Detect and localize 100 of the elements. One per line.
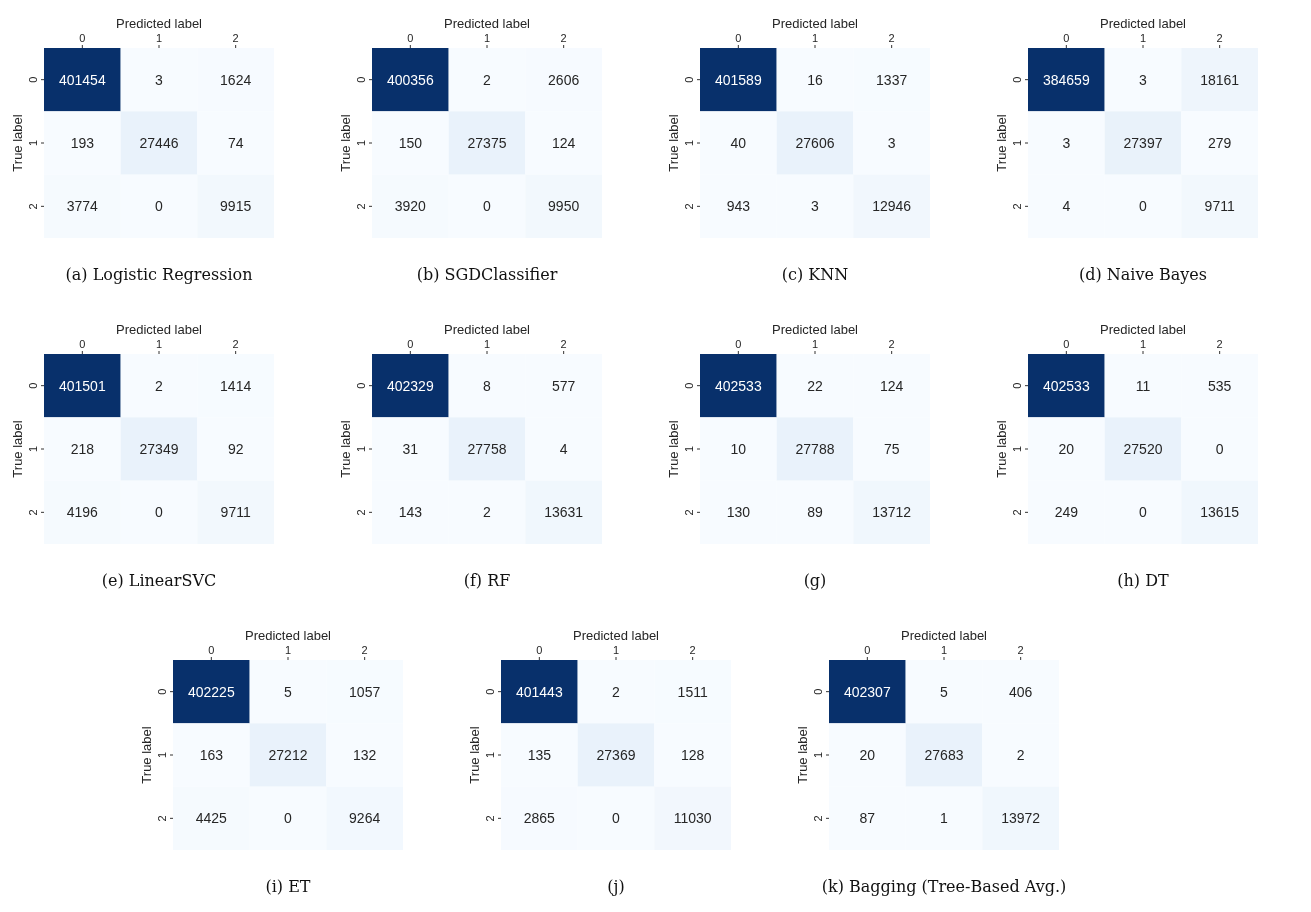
y-tick-label: 2 (355, 509, 367, 516)
x-tick-label: 2 (1216, 32, 1223, 44)
text: (c) KNN (781, 265, 849, 284)
data-label: 124 (879, 377, 904, 394)
data-label: 0 (1139, 198, 1148, 215)
text: (d) Naive Bayes (1078, 265, 1208, 284)
y-axis-title: True label (338, 114, 353, 172)
data-label: 40 (730, 134, 747, 151)
data-label: 89 (807, 504, 823, 521)
y-axis-title: True label (10, 114, 25, 172)
data-label: 0 (1139, 504, 1148, 521)
data-label: 31 (402, 440, 419, 457)
text: (b) SGDClassifier (416, 265, 558, 284)
data-label: 75 (883, 440, 900, 457)
y-tick-label: 0 (812, 688, 824, 695)
data-label: 27446 (139, 134, 179, 151)
data-label: 27758 (467, 440, 507, 457)
data-label: 218 (70, 440, 95, 457)
y-tick-label: 1 (683, 139, 695, 147)
y-tick-label: 2 (683, 509, 695, 516)
data-label: 11030 (673, 810, 712, 827)
data-label: 5 (940, 683, 949, 700)
data-label: 1511 (677, 683, 708, 700)
y-tick-label: 2 (27, 203, 39, 210)
y-tick-label: 1 (27, 139, 39, 147)
data-label: 535 (1207, 377, 1232, 394)
data-label: 1337 (876, 71, 908, 88)
data-label: 13972 (1001, 810, 1041, 827)
data-label: 2606 (548, 71, 580, 88)
x-tick-label: 0 (1063, 338, 1070, 350)
data-label: 11 (1135, 377, 1151, 394)
y-tick-label: 2 (156, 815, 168, 822)
data-label: 279 (1207, 134, 1232, 151)
data-label: 384659 (1042, 71, 1090, 88)
x-axis-title: Predicted label (245, 628, 332, 643)
data-label: 92 (227, 440, 244, 457)
text: (f) RF (463, 571, 511, 590)
data-label: 8 (483, 377, 492, 394)
data-label: 3920 (394, 198, 427, 215)
x-tick-label: 0 (1063, 32, 1070, 44)
x-axis-title: Predicted label (772, 16, 859, 31)
data-label: 2 (612, 683, 621, 700)
x-axis-title: Predicted label (1100, 322, 1187, 337)
y-tick-label: 0 (484, 688, 496, 695)
data-label: 13615 (1200, 504, 1240, 521)
data-label: 132 (352, 746, 377, 763)
data-label: 10 (730, 440, 747, 457)
y-tick-label: 2 (1011, 509, 1023, 516)
text: (a) Logistic Regression (65, 265, 253, 284)
data-label: 150 (398, 134, 423, 151)
y-axis-title: True label (467, 726, 482, 784)
x-tick-label: 2 (560, 338, 567, 350)
data-label: 13712 (872, 504, 912, 521)
x-tick-label: 1 (1139, 338, 1147, 350)
y-axis-title: True label (994, 114, 1009, 172)
x-tick-label: 0 (407, 338, 414, 350)
data-label: 4 (1062, 198, 1071, 215)
x-tick-label: 0 (864, 644, 871, 656)
y-tick-label: 0 (355, 382, 367, 389)
data-label: 1414 (220, 377, 252, 394)
text: (g) (803, 571, 827, 590)
data-label: 27375 (467, 134, 507, 151)
text: (j) (607, 877, 625, 896)
x-tick-label: 2 (888, 32, 895, 44)
x-tick-label: 0 (79, 338, 86, 350)
data-label: 27212 (268, 746, 308, 763)
y-tick-label: 0 (27, 382, 39, 389)
data-label: 27397 (1123, 134, 1163, 151)
data-label: 2865 (523, 810, 556, 827)
y-tick-label: 0 (1011, 76, 1023, 83)
x-tick-label: 1 (940, 644, 948, 656)
data-label: 27369 (596, 746, 636, 763)
data-label: 402307 (843, 683, 891, 700)
data-label: 402329 (386, 377, 434, 394)
data-label: 9264 (349, 810, 381, 827)
x-tick-label: 2 (888, 338, 895, 350)
y-tick-label: 2 (484, 815, 496, 822)
y-axis-title: True label (795, 726, 810, 784)
y-axis-title: True label (338, 420, 353, 478)
y-tick-label: 0 (683, 382, 695, 389)
y-tick-label: 1 (683, 445, 695, 453)
x-tick-label: 2 (560, 32, 567, 44)
x-tick-label: 0 (208, 644, 215, 656)
data-label: 1057 (349, 683, 381, 700)
data-label: 943 (726, 198, 751, 215)
y-tick-label: 0 (156, 688, 168, 695)
x-axis-title: Predicted label (444, 16, 531, 31)
data-label: 3 (1139, 71, 1148, 88)
data-label: 4196 (66, 504, 99, 521)
y-tick-label: 2 (683, 203, 695, 210)
y-tick-label: 2 (812, 815, 824, 822)
data-label: 402533 (714, 377, 762, 394)
y-tick-label: 1 (484, 751, 496, 759)
data-label: 401501 (58, 377, 106, 394)
data-label: 193 (70, 134, 95, 151)
y-axis-title: True label (10, 420, 25, 478)
data-label: 143 (398, 504, 423, 521)
data-label: 5 (284, 683, 293, 700)
y-axis-title: True label (139, 726, 154, 784)
data-label: 1624 (220, 71, 252, 88)
